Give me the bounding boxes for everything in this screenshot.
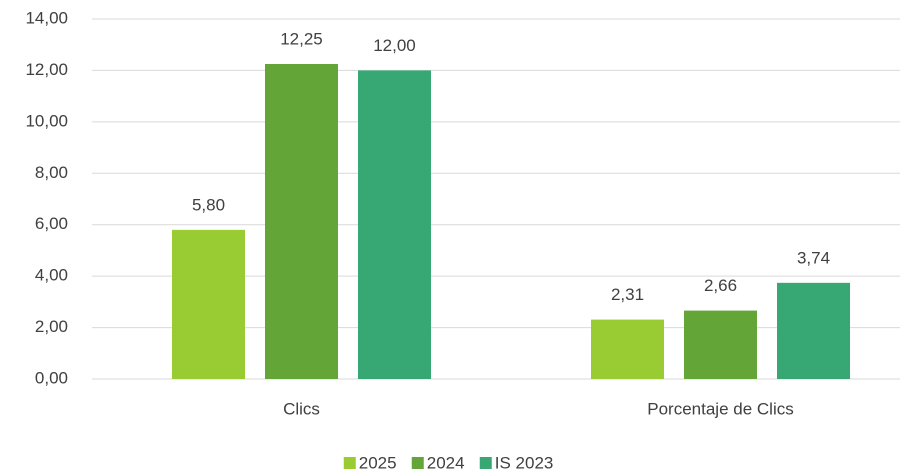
data-label: 3,74 xyxy=(797,248,830,267)
y-tick-label: 0,00 xyxy=(35,368,68,387)
y-tick-label: 12,00 xyxy=(25,60,68,79)
bar xyxy=(777,282,850,379)
data-label: 12,25 xyxy=(280,29,323,48)
legend-swatch xyxy=(343,457,356,469)
y-tick-label: 14,00 xyxy=(25,8,68,27)
data-label: 2,66 xyxy=(704,276,737,295)
bar xyxy=(358,70,431,379)
y-tick-label: 6,00 xyxy=(35,214,68,233)
data-label: 5,80 xyxy=(192,195,225,214)
legend-swatch xyxy=(479,457,492,469)
data-label: 2,31 xyxy=(611,285,644,304)
bar xyxy=(172,229,245,379)
bar xyxy=(265,64,338,379)
bar xyxy=(684,310,757,379)
bar xyxy=(591,319,664,379)
legend-swatch xyxy=(411,457,424,469)
y-tick-label: 10,00 xyxy=(25,111,68,130)
legend-label: IS 2023 xyxy=(495,453,554,472)
x-tick-label: Clics xyxy=(283,399,320,418)
y-tick-label: 4,00 xyxy=(35,266,68,285)
data-label: 12,00 xyxy=(373,36,416,55)
y-tick-label: 2,00 xyxy=(35,317,68,336)
legend-label: 2024 xyxy=(427,453,465,472)
y-tick-label: 8,00 xyxy=(35,163,68,182)
legend-label: 2025 xyxy=(359,453,397,472)
x-tick-label: Porcentaje de Clics xyxy=(647,399,793,418)
